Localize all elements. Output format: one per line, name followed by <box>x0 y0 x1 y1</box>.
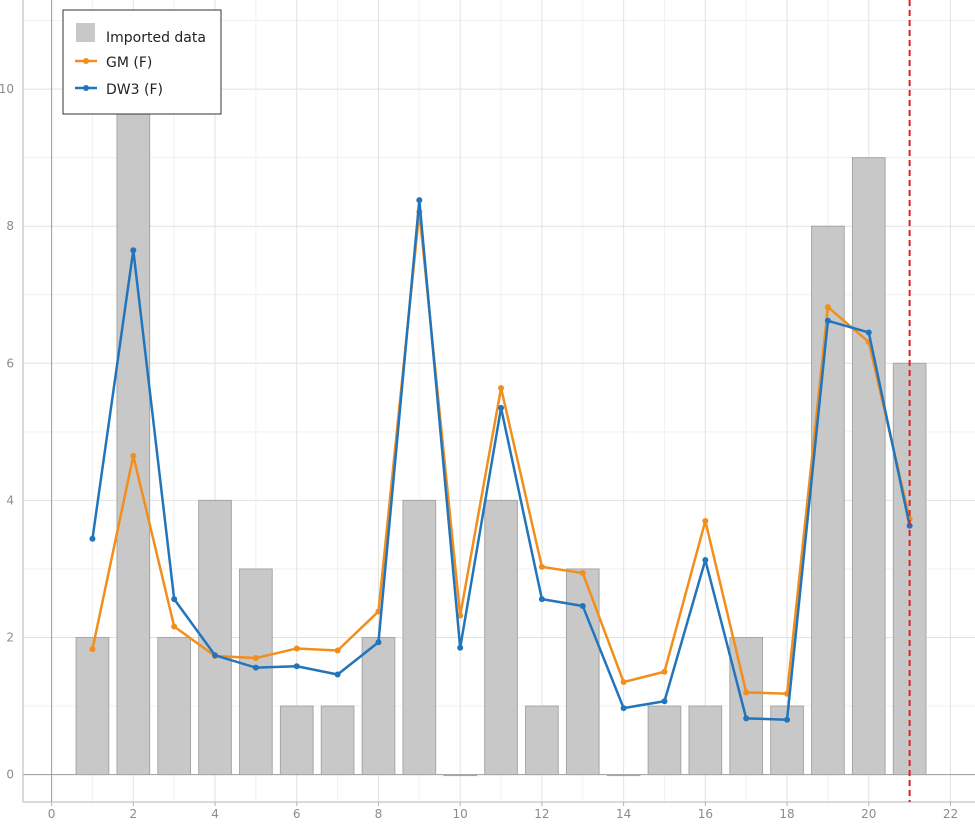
x-tick-label: 20 <box>861 807 876 821</box>
series-point <box>579 602 586 609</box>
bar <box>525 705 559 776</box>
series-point <box>130 452 137 459</box>
bar <box>443 774 478 777</box>
bar <box>851 157 886 776</box>
x-tick-label: 2 <box>129 807 137 821</box>
bar <box>239 568 273 776</box>
x-tick-label: 6 <box>293 807 301 821</box>
y-tick-label: 4 <box>6 493 14 507</box>
series-point <box>457 612 464 619</box>
y-tick-label: 2 <box>6 630 14 644</box>
x-tick-label: 10 <box>453 807 468 821</box>
y-tick-label: 0 <box>6 768 14 782</box>
x-tick-label: 0 <box>48 807 56 821</box>
series-point <box>579 570 586 577</box>
bar <box>279 705 314 776</box>
series-point <box>620 679 627 686</box>
x-tick-label: 8 <box>375 807 383 821</box>
x-tick-label: 22 <box>943 807 958 821</box>
series-point <box>743 715 750 722</box>
series-point <box>661 698 668 705</box>
y-tick-label: 6 <box>6 356 14 370</box>
legend-swatch-gm-dot <box>83 58 89 64</box>
series-point <box>171 596 178 603</box>
legend: Imported data GM (F) DW3 (F) <box>62 9 222 115</box>
series-point <box>824 317 831 324</box>
bar <box>484 499 518 776</box>
bar <box>688 705 723 776</box>
series-point <box>661 668 668 675</box>
legend-label-bars: Imported data <box>106 30 206 46</box>
series-point <box>252 664 259 671</box>
bar <box>75 636 110 776</box>
series-point <box>252 655 259 662</box>
bar <box>198 499 232 776</box>
legend-swatch-bars <box>76 23 95 42</box>
legend-label-dw3: DW3 (F) <box>106 82 163 98</box>
series-point <box>498 404 505 411</box>
series-point <box>457 644 464 651</box>
line-series <box>89 197 913 723</box>
series-point <box>538 596 545 603</box>
series-point <box>334 671 341 678</box>
y-tick-label: 8 <box>6 219 14 233</box>
series-point <box>171 623 178 630</box>
series-point <box>212 652 219 659</box>
series-point <box>293 645 300 652</box>
series-point <box>784 716 791 723</box>
series-point <box>375 639 382 646</box>
x-tick-label: 14 <box>616 807 631 821</box>
x-tick-label: 4 <box>211 807 219 821</box>
x-tick-label: 18 <box>779 807 794 821</box>
series-point <box>334 647 341 654</box>
bar <box>647 705 682 776</box>
series-point <box>89 646 96 653</box>
series-point <box>416 197 423 204</box>
bar <box>565 568 600 776</box>
series-point <box>743 689 750 696</box>
series-point <box>89 535 96 542</box>
bar <box>157 636 192 776</box>
series-point <box>293 663 300 670</box>
x-tick-label: 12 <box>534 807 549 821</box>
bar <box>320 705 355 776</box>
bar <box>606 774 641 777</box>
legend-swatch-dw3-dot <box>83 85 89 91</box>
series-point <box>824 304 831 311</box>
series-point <box>130 247 137 254</box>
y-tick-label: 10 <box>0 82 14 96</box>
series-point <box>498 384 505 391</box>
bar <box>361 636 396 776</box>
series-point <box>538 563 545 570</box>
series-point <box>702 557 709 564</box>
x-tick-label: 16 <box>698 807 713 821</box>
legend-label-gm: GM (F) <box>106 55 152 71</box>
bar <box>729 636 764 776</box>
series-point <box>702 517 709 524</box>
tick-labels: 0 2 4 6 8 10 12 14 16 18 20 22 0 2 4 6 8 10 <box>0 82 958 821</box>
bar <box>402 499 437 776</box>
bar <box>116 88 151 776</box>
series-point <box>865 329 872 336</box>
series-point <box>620 705 627 712</box>
